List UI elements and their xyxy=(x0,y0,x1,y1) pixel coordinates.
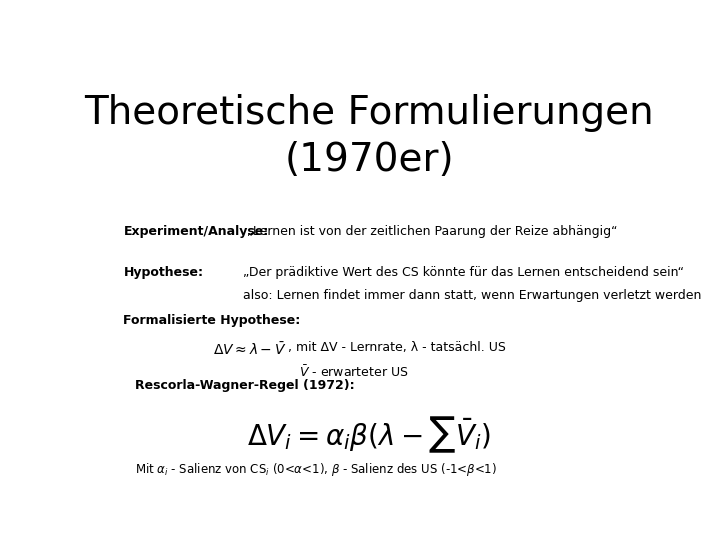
Text: Formalisierte Hypothese:: Formalisierte Hypothese: xyxy=(124,314,301,327)
Text: Hypothese:: Hypothese: xyxy=(124,266,204,280)
Text: also: Lernen findet immer dann statt, wenn Erwartungen verletzt werden: also: Lernen findet immer dann statt, we… xyxy=(243,289,702,302)
Text: „Der prädiktive Wert des CS könnte für das Lernen entscheidend sein“: „Der prädiktive Wert des CS könnte für d… xyxy=(243,266,685,280)
Text: Experiment/Analyse:: Experiment/Analyse: xyxy=(124,225,269,238)
Text: $\Delta V \approx \lambda - \bar{V}$: $\Delta V \approx \lambda - \bar{V}$ xyxy=(213,341,287,358)
Text: $\bar{V}$ - erwarteter US: $\bar{V}$ - erwarteter US xyxy=(300,364,409,380)
Text: Theoretische Formulierungen
(1970er): Theoretische Formulierungen (1970er) xyxy=(84,94,654,179)
Text: , mit ΔV - Lernrate, λ - tatsächl. US: , mit ΔV - Lernrate, λ - tatsächl. US xyxy=(288,341,506,354)
Text: Mit $\alpha_i$ - Salienz von CS$_i$ (0<$\alpha$<1), $\beta$ - Salienz des US (-1: Mit $\alpha_i$ - Salienz von CS$_i$ (0<$… xyxy=(135,461,497,478)
Text: „Lernen ist von der zeitlichen Paarung der Reize abhängig“: „Lernen ist von der zeitlichen Paarung d… xyxy=(243,225,618,238)
Text: $\Delta V_i = \alpha_i\beta(\lambda - \sum\bar{V}_i)$: $\Delta V_i = \alpha_i\beta(\lambda - \s… xyxy=(247,414,491,455)
Text: Rescorla-Wagner-Regel (1972):: Rescorla-Wagner-Regel (1972): xyxy=(135,379,354,392)
